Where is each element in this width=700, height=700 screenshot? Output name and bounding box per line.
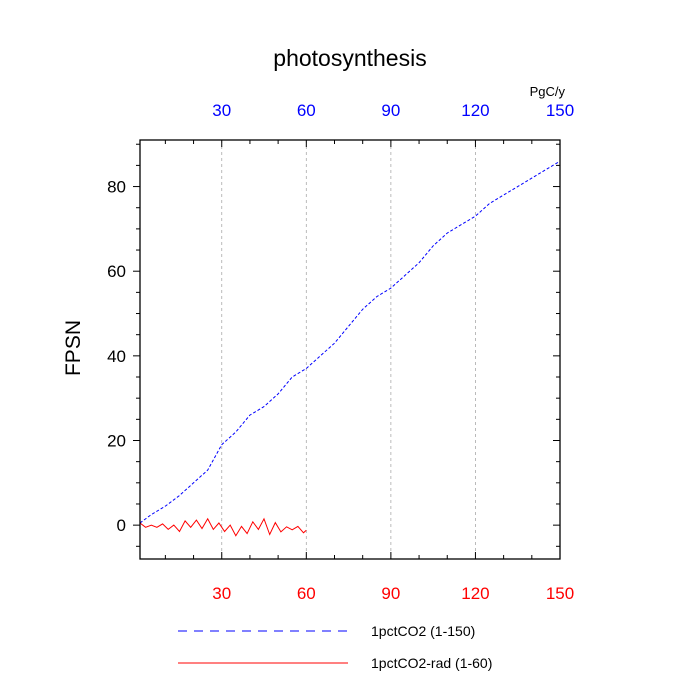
top-axis-unit: PgC/y [530, 84, 566, 99]
y-axis-label: FPSN [62, 320, 85, 376]
gridlines [221, 140, 476, 559]
plot-frame [139, 139, 561, 560]
x-tick-label-top: 150 [546, 101, 574, 120]
y-tick-label: 40 [107, 347, 126, 366]
x-tick-label-top: 90 [381, 101, 400, 120]
series-line-1 [139, 160, 561, 524]
x-tick-label-bottom: 150 [546, 584, 574, 603]
legend-label-1: 1pctCO2 (1-150) [371, 623, 475, 639]
plot-series [139, 160, 561, 537]
tick-labels: 30 30 60 60 90 90 120 120 150 150 0 20 40 60 80 [107, 101, 574, 603]
x-tick-label-bottom: 120 [461, 584, 489, 603]
x-tick-label-bottom: 60 [297, 584, 316, 603]
x-tick-label-bottom: 30 [212, 584, 231, 603]
x-tick-label-top: 30 [212, 101, 231, 120]
y-tick-label: 80 [107, 178, 126, 197]
legend-label-2: 1pctCO2-rad (1-60) [371, 655, 492, 671]
y-tick-label: 0 [117, 516, 126, 535]
x-tick-label-top: 60 [297, 101, 316, 120]
legend: 1pctCO2 (1-150) 1pctCO2-rad (1-60) [178, 623, 492, 671]
x-tick-label-bottom: 90 [381, 584, 400, 603]
x-tick-label-top: 120 [461, 101, 489, 120]
chart-title: photosynthesis [273, 45, 426, 71]
y-tick-label: 60 [107, 262, 126, 281]
y-tick-label: 20 [107, 431, 126, 450]
ticks [133, 140, 561, 559]
series-line-2 [139, 517, 307, 537]
